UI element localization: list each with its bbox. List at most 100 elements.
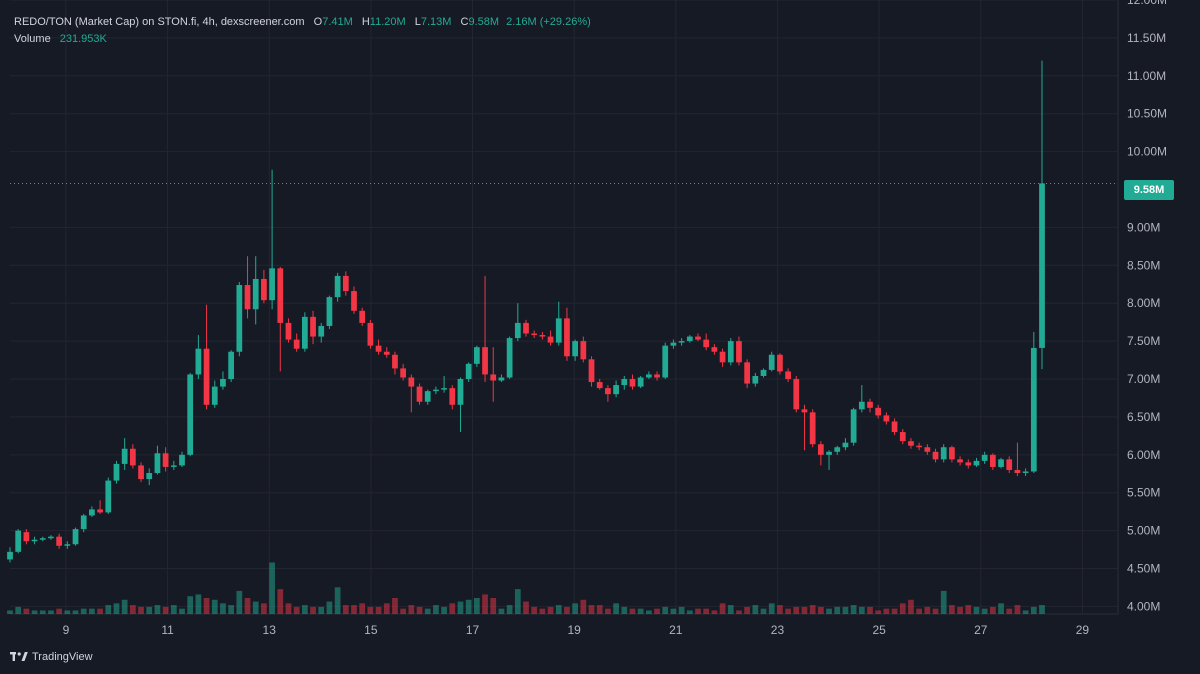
candle-body [39, 538, 46, 540]
volume-bar [342, 605, 349, 614]
candle-body [523, 322, 529, 334]
volume-bar [359, 603, 366, 614]
volume-bar [940, 590, 947, 614]
volume-bar [236, 590, 243, 614]
volume-bar [7, 610, 13, 614]
candle-body [342, 275, 349, 292]
volume-bar [858, 606, 865, 614]
volume-bar [334, 587, 341, 614]
volume-bar [228, 605, 235, 614]
volume-bar [580, 599, 587, 614]
candle-body [269, 268, 275, 301]
candle-body [457, 379, 464, 405]
volume-bar [785, 608, 791, 614]
candle-body [957, 459, 963, 463]
candle-body [15, 530, 22, 552]
high-value: 11.20M [369, 16, 406, 28]
candle-body [1039, 183, 1045, 348]
volume-label: Volume [14, 33, 51, 45]
volume-bar [572, 603, 579, 614]
volume-bar [678, 606, 685, 614]
low-value: 7.13M [420, 16, 452, 28]
open-label: O [313, 16, 323, 28]
low-label: L [414, 16, 421, 28]
x-tick-label: 19 [567, 623, 581, 637]
candle-body [187, 374, 194, 455]
volume-bar [170, 605, 177, 614]
volume-bar [441, 606, 447, 614]
volume-bar [220, 603, 226, 614]
candle-body [138, 465, 144, 480]
candle-body [867, 401, 873, 408]
candle-body [695, 336, 701, 340]
x-tick-label: 25 [872, 623, 886, 637]
volume-bar [809, 605, 816, 614]
volume-bar [1022, 610, 1029, 614]
volume-bar [89, 608, 95, 614]
candle-body [121, 448, 128, 464]
close-value: 9.58M [468, 16, 500, 28]
candle-body [891, 421, 898, 433]
candle-body [531, 333, 538, 336]
volume-bar [768, 603, 775, 614]
candle-body [727, 341, 734, 363]
candle-body [146, 473, 153, 480]
volume-bar [473, 598, 480, 614]
candle-body [1022, 471, 1029, 474]
volume-bar [645, 610, 652, 614]
change-value: 2.16M (+29.26%) [506, 16, 591, 28]
candle-body [392, 354, 398, 369]
volume-bar [932, 608, 939, 614]
volume-bar [129, 605, 136, 614]
candle-body [580, 341, 587, 360]
volume-bar [326, 601, 333, 614]
volume-bar [826, 608, 832, 614]
volume-bar [408, 605, 415, 614]
candle-body [400, 368, 407, 378]
candle-body [703, 339, 710, 348]
candle-body [645, 374, 652, 378]
candle-body [973, 460, 980, 466]
candle-body [908, 441, 914, 446]
candle-body [367, 322, 374, 346]
volume-bar [261, 603, 267, 614]
candle-body [514, 322, 521, 339]
volume-bar [850, 605, 857, 614]
volume-bar [162, 606, 169, 614]
candle-body [490, 374, 497, 381]
candle-body [293, 339, 300, 349]
candle-body [433, 389, 439, 392]
open-value: 7.41M [322, 16, 353, 28]
candle-body [72, 529, 79, 545]
candle-body [989, 454, 996, 467]
volume-bar [695, 608, 701, 614]
candle-body [416, 386, 423, 402]
volume-bar [23, 608, 30, 614]
volume-bar [760, 608, 767, 614]
volume-bar [195, 594, 202, 614]
y-tick-label: 10.00M [1127, 145, 1167, 159]
volume-bar [138, 606, 144, 614]
candle-body [883, 415, 890, 422]
volume-bar [703, 608, 710, 614]
volume-bar [670, 608, 677, 614]
volume-bar [654, 608, 660, 614]
y-tick-label: 11.00M [1127, 69, 1166, 83]
volume-bar [400, 608, 407, 614]
candle-body [539, 335, 546, 337]
volume-bar [15, 606, 22, 614]
volume-bar [56, 608, 63, 614]
volume-bar [965, 605, 972, 614]
ohlc-row: REDO/TON (Market Cap) on STON.fi, 4h, de… [14, 14, 591, 31]
y-tick-label: 5.00M [1127, 524, 1160, 538]
x-tick-label: 23 [771, 623, 785, 637]
volume-bar [621, 606, 628, 614]
candle-body [949, 447, 955, 460]
y-tick-label: 4.50M [1127, 562, 1160, 576]
tradingview-logo[interactable]: TradingView [10, 651, 93, 663]
volume-bar [736, 610, 742, 614]
volume-bar [834, 606, 841, 614]
volume-bar [793, 606, 800, 614]
candle-body [875, 407, 882, 416]
